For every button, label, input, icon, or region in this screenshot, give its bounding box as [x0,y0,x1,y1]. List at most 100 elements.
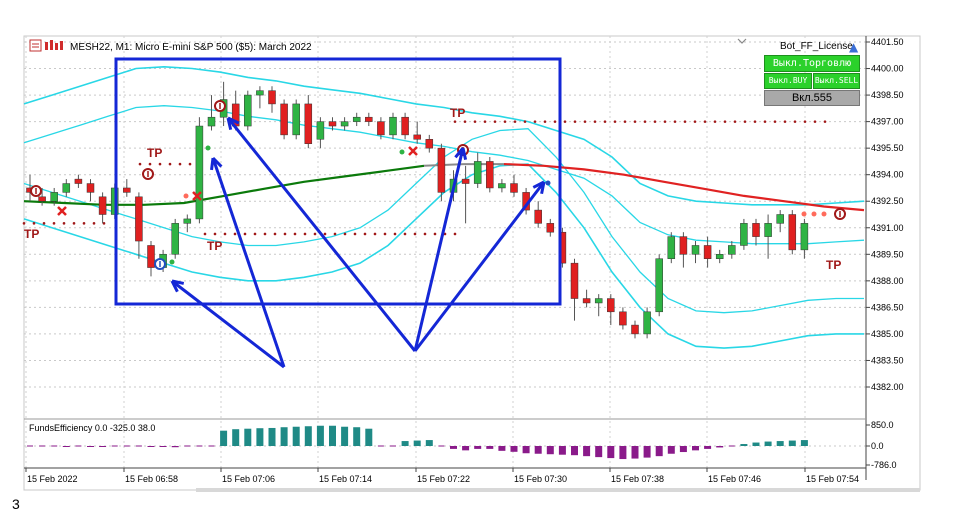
trading-toggle-button[interactable]: Выкл.Торговлю [764,55,860,72]
tp-level-dot [293,232,297,236]
indicator-bar [425,440,433,446]
candle-body [135,196,143,242]
tp-level-dot [643,120,647,123]
close-cross-marker [408,146,418,156]
license-label: Bot_FF_License [780,41,853,52]
sell-toggle-button[interactable]: Выкл.SELL [813,73,860,89]
indicator-bar [75,445,82,447]
indicator-bar [268,427,276,446]
top-strip [0,0,964,34]
price-tick-label: 4385.00 [871,329,904,339]
price-tick-label: 4401.50 [871,37,904,47]
tp-level-dot [683,120,687,123]
indicator-bar [220,430,228,446]
indicator-bar [764,441,772,446]
tp-level-dot [323,232,327,236]
tp-level-dot [733,120,737,123]
indicator-bar [619,446,627,460]
indicator-bar [184,445,191,447]
price-tick-label: 4397.00 [871,117,904,127]
indicator-bar [474,446,482,449]
tp-dotted-levels [22,120,827,236]
trade-markers: TP TP TP TP TP [24,100,846,272]
indicator-bar [776,441,784,446]
candle-body [510,183,518,193]
tp-level-dot [403,232,407,236]
candle-body [377,121,385,136]
indicator-bar [740,444,748,446]
tp-level-dot [243,232,247,236]
annotation-arrow-line [413,147,465,352]
candle-body [715,254,724,259]
indicator-bar [679,446,687,453]
indicator-bar [631,446,639,459]
indicator-bar [486,446,494,449]
candle-body [292,103,300,136]
chart-menu-icon[interactable] [29,39,42,52]
tp-level-dot [823,120,827,123]
chart-title-bar: MESH22, M1: Micro E-mini S&P 500 ($5): M… [29,38,747,53]
tp-level-dot [783,120,787,123]
candle-body [607,298,615,313]
indicator-bar [788,440,796,446]
tp-level-dot [213,232,217,236]
tp-level-dot [623,120,627,123]
tp-level-dot [723,120,727,123]
candle-body [473,161,482,184]
tp-level-dot [303,232,307,236]
candle-body [570,262,579,299]
indicator-bar [728,445,735,447]
indicator-bar [390,445,396,447]
value-button[interactable]: Вкл.555 [764,90,860,106]
tp-level-dot [523,120,527,123]
annotation-arrow-line [413,181,546,352]
tp-level-dot [593,120,597,123]
indicator-bar [704,446,712,449]
candle-body [62,183,71,193]
indicator-bar [800,440,808,446]
candle-body [437,147,446,193]
tp-level-dot [793,120,797,123]
candle-body [50,192,58,202]
tp-level-dot [453,232,457,236]
buy-toggle-button[interactable]: Выкл.BUY [764,73,812,89]
indicator-bar [462,446,470,451]
candle-body [461,178,470,184]
tp-level-dot [673,120,677,123]
close-cross-marker [192,191,202,201]
price-tick-label: 4398.50 [871,90,904,100]
indicator-bar [692,446,699,451]
tp-level-dot [603,120,607,123]
indicator-bar [377,445,384,447]
indicator-bar [62,446,70,447]
candle-body [498,183,506,189]
tp-level-dot [583,120,587,123]
candle-body [256,90,264,96]
candle-body [667,236,676,259]
indicator-bar [534,446,542,454]
tp-level-dot [773,120,777,123]
indicator-bar [667,446,675,454]
collapse-chevron-icon[interactable] [737,38,747,44]
candle-body [643,311,651,335]
tp-level-dot [203,232,207,236]
scrollbar-tab[interactable] [196,488,920,492]
price-tick-label: 4383.50 [871,355,904,365]
tp-level-dot [32,222,36,225]
bollinger-upper-band [23,65,865,206]
annotation-arrow-line [226,117,417,352]
tp-level-dot [533,120,537,123]
indicator-bar [280,427,288,446]
candle-body [207,116,216,127]
candle-body [728,245,736,255]
candle-body [316,121,325,140]
candle-body [268,90,276,105]
tp-level-dot [92,222,96,225]
tp-level-dot [703,120,707,123]
indicator-bar [655,446,663,457]
candle-body [546,223,555,233]
tp-level-dot [82,222,86,225]
indicator-bar [607,446,615,459]
tp-level-dot [223,232,227,236]
